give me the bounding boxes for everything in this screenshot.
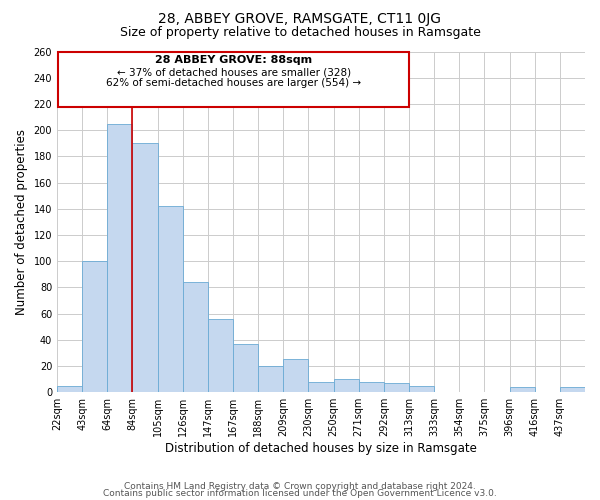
Bar <box>133 143 158 392</box>
Bar <box>258 366 283 392</box>
Text: 28, ABBEY GROVE, RAMSGATE, CT11 0JG: 28, ABBEY GROVE, RAMSGATE, CT11 0JG <box>158 12 442 26</box>
Bar <box>384 383 409 392</box>
X-axis label: Distribution of detached houses by size in Ramsgate: Distribution of detached houses by size … <box>165 442 477 455</box>
Text: Size of property relative to detached houses in Ramsgate: Size of property relative to detached ho… <box>119 26 481 39</box>
Bar <box>509 387 535 392</box>
Text: ← 37% of detached houses are smaller (328): ← 37% of detached houses are smaller (32… <box>116 67 351 77</box>
Bar <box>233 344 258 392</box>
Bar <box>58 52 409 106</box>
Y-axis label: Number of detached properties: Number of detached properties <box>15 129 28 315</box>
Bar <box>208 319 233 392</box>
Bar <box>334 379 359 392</box>
Bar <box>308 382 334 392</box>
Bar <box>183 282 208 392</box>
Text: 62% of semi-detached houses are larger (554) →: 62% of semi-detached houses are larger (… <box>106 78 361 88</box>
Bar <box>359 382 384 392</box>
Text: 28 ABBEY GROVE: 88sqm: 28 ABBEY GROVE: 88sqm <box>155 56 312 66</box>
Text: Contains HM Land Registry data © Crown copyright and database right 2024.: Contains HM Land Registry data © Crown c… <box>124 482 476 491</box>
Bar <box>560 387 585 392</box>
Bar <box>158 206 183 392</box>
Text: Contains public sector information licensed under the Open Government Licence v3: Contains public sector information licen… <box>103 489 497 498</box>
Bar <box>107 124 133 392</box>
Bar <box>57 386 82 392</box>
Bar <box>409 386 434 392</box>
Bar <box>283 360 308 392</box>
Bar <box>82 261 107 392</box>
